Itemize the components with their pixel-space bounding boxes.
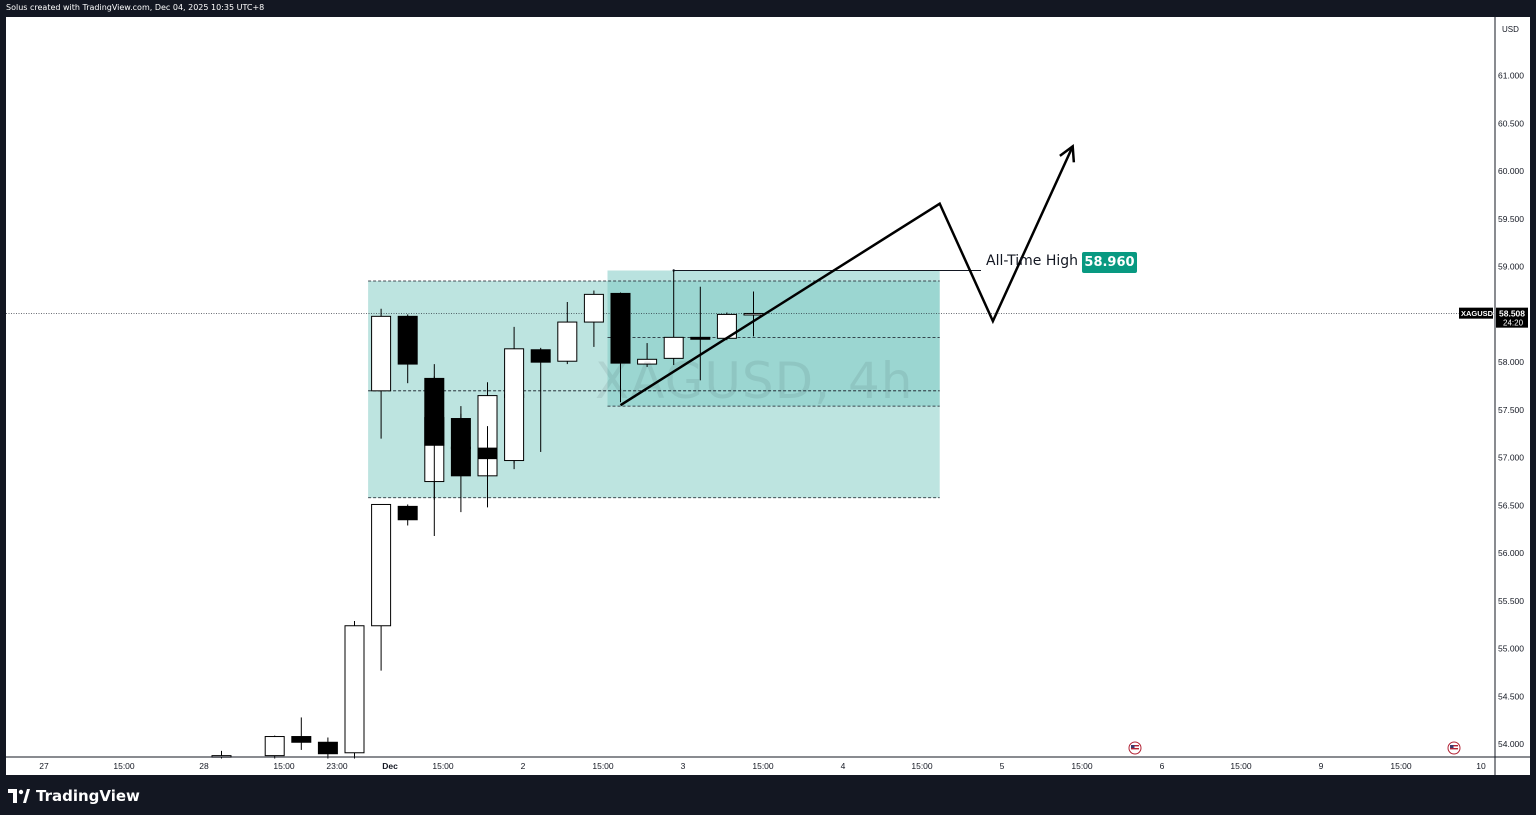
- x-tick-label: 4: [841, 761, 846, 771]
- y-tick-label: 58.000: [1498, 357, 1524, 367]
- projection-layer: [619, 143, 1076, 407]
- x-tick-label: 6: [1160, 761, 1165, 771]
- tradingview-brand[interactable]: TradingView: [8, 787, 140, 805]
- last-price-tag: [1496, 307, 1528, 328]
- x-tick-label: 15:00: [273, 761, 295, 771]
- y-tick-label: 54.500: [1498, 691, 1524, 701]
- candle[interactable]: [690, 336, 711, 340]
- x-tick-label: 15:00: [752, 761, 774, 771]
- y-tick-label: 59.000: [1498, 262, 1524, 272]
- all-time-high-badge: 58.960: [1082, 252, 1137, 273]
- candle[interactable]: [264, 736, 285, 757]
- x-tick-label: 5: [1000, 761, 1005, 771]
- y-tick-label: 60.000: [1498, 166, 1524, 176]
- candle[interactable]: [637, 358, 658, 365]
- candle[interactable]: [743, 312, 764, 316]
- x-tick-label: 9: [1319, 761, 1324, 771]
- candle[interactable]: [344, 625, 365, 754]
- candle[interactable]: [317, 741, 338, 755]
- x-tick-label: 15:00: [432, 761, 454, 771]
- footer-bar: TradingView: [0, 775, 1536, 815]
- candle[interactable]: [371, 315, 392, 392]
- axes-layer: 61.00060.50060.00059.50059.00058.50058.0…: [6, 17, 1530, 775]
- x-tick-label: 10: [1476, 761, 1486, 771]
- candle[interactable]: [397, 315, 418, 365]
- candle[interactable]: [557, 321, 578, 362]
- candle[interactable]: [424, 377, 445, 446]
- y-tick-label: 57.500: [1498, 405, 1524, 415]
- symbol-tag: [1459, 307, 1493, 319]
- x-tick-label: 15:00: [1071, 761, 1093, 771]
- candles-layer: [211, 270, 764, 759]
- x-tick-label: 15:00: [911, 761, 933, 771]
- candle[interactable]: [291, 736, 312, 743]
- x-tick-label: 2: [521, 761, 526, 771]
- candle[interactable]: [530, 349, 551, 363]
- candle[interactable]: [450, 446, 471, 450]
- levels-layer: [6, 269, 1494, 499]
- symbol-watermark: XAGUSD, 4h: [595, 352, 914, 410]
- x-tick-label: 23:00: [326, 761, 348, 771]
- header-bar: Solus created with TradingView.com, Dec …: [0, 0, 1536, 17]
- candle[interactable]: [583, 293, 604, 323]
- x-tick-label: Dec: [382, 761, 398, 771]
- projection-arrowhead-icon: [1059, 143, 1076, 163]
- y-tick-label: 56.500: [1498, 500, 1524, 510]
- tradingview-wordmark: TradingView: [36, 787, 140, 805]
- y-tick-label: 56.000: [1498, 548, 1524, 558]
- x-tick-label: 27: [39, 761, 49, 771]
- candle[interactable]: [477, 447, 498, 460]
- x-tick-label: 28: [199, 761, 209, 771]
- projection-path[interactable]: [619, 145, 1074, 407]
- y-tick-label: 60.500: [1498, 118, 1524, 128]
- candle[interactable]: [371, 503, 392, 627]
- candle[interactable]: [663, 336, 684, 359]
- last-price-value: 58.508: [1499, 309, 1525, 319]
- us-flag-event-icon[interactable]: [1447, 741, 1461, 755]
- y-tick-label: 59.500: [1498, 214, 1524, 224]
- y-tick-label: 57.000: [1498, 453, 1524, 463]
- all-time-high-label: All-Time High: [986, 253, 1079, 269]
- symbol-tag-label: XAGUSD: [1461, 309, 1494, 318]
- x-tick-label: 3: [681, 761, 686, 771]
- candle[interactable]: [397, 505, 418, 521]
- us-flag-event-icon[interactable]: [1128, 741, 1142, 755]
- x-tick-label: 15:00: [592, 761, 614, 771]
- tradingview-logo-icon: [8, 789, 30, 803]
- x-tick-label: 15:00: [1230, 761, 1252, 771]
- y-tick-label: 55.000: [1498, 644, 1524, 654]
- bar-countdown: 24:20: [1503, 319, 1524, 328]
- candle[interactable]: [504, 348, 525, 462]
- x-tick-label: 15:00: [1390, 761, 1412, 771]
- candlestick-chart[interactable]: 61.00060.50060.00059.50059.00058.50058.0…: [6, 17, 1530, 775]
- y-tick-label: 54.000: [1498, 739, 1524, 749]
- y-tick-label: 61.000: [1498, 71, 1524, 81]
- x-tick-label: 15:00: [113, 761, 135, 771]
- y-tick-label: 55.500: [1498, 596, 1524, 606]
- zone-upper-box[interactable]: [607, 270, 940, 407]
- header-text: Solus created with TradingView.com, Dec …: [6, 3, 265, 12]
- currency-label: USD: [1502, 25, 1519, 34]
- candle[interactable]: [610, 292, 631, 364]
